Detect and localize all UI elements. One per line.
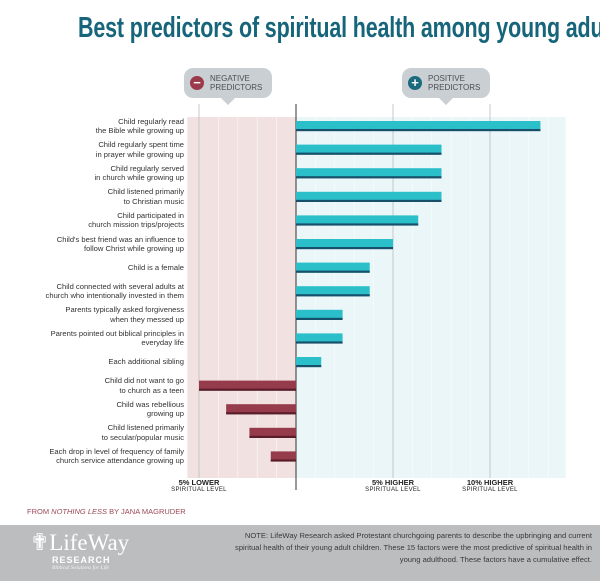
category-label: Child participated in church mission trip… [88, 211, 184, 230]
bar [226, 404, 296, 415]
bar-shadow [199, 388, 296, 391]
cross-icon: ✟ [30, 530, 50, 555]
category-label: Child listened primarily to secular/popul… [101, 423, 184, 442]
category-label: Child did not want to go to church as a t… [104, 376, 184, 395]
x-tick-label: 5% HIGHER SPIRITUAL LEVEL [353, 478, 433, 493]
bar-shadow [296, 247, 393, 250]
tick-sublabel: SPIRITUAL LEVEL [171, 487, 227, 493]
footer: ✟LifeWay RESEARCH Biblical Solutions for… [0, 525, 600, 581]
category-label: Each additional sibling [108, 357, 184, 367]
chart-title: Best predictors of spiritual health amon… [78, 12, 600, 44]
logo-name: LifeWay [49, 530, 130, 555]
bar-shadow [226, 412, 296, 415]
category-label: Child regularly spent time in prayer whil… [95, 140, 184, 159]
bar [296, 309, 343, 320]
category-label: Child regularly served in church while gr… [94, 163, 185, 183]
footer-note: NOTE: LifeWay Research asked Protestant … [235, 531, 592, 564]
tick-label: 5% LOWER [178, 478, 220, 487]
bar [296, 262, 370, 273]
source-prefix: FROM [27, 507, 52, 516]
legend-negative: − NEGATIVE PREDICTORS [184, 68, 272, 105]
bar-shadow [296, 365, 322, 368]
lifeway-logo: ✟LifeWay RESEARCH Biblical Solutions for… [30, 530, 130, 572]
category-label: Parents typically asked forgiveness when … [65, 305, 184, 324]
bar-shadow [270, 459, 296, 462]
bar-shadow [296, 341, 343, 344]
tick-sublabel: SPIRITUAL LEVEL [365, 487, 421, 493]
bar [199, 380, 296, 391]
category-label: Child regularly read the Bible while grow… [95, 116, 184, 135]
category-label: Child is a female [127, 262, 184, 272]
bar [296, 215, 419, 226]
bar [296, 144, 442, 155]
source-credit: FROM NOTHING LESS BY JANA MAGRUDER [27, 507, 186, 516]
category-label: Child's best friend was an influence to f… [56, 234, 184, 253]
logo-tagline: Biblical Solutions for Life [52, 565, 109, 571]
category-label: Child listened primarily to Christian mus… [107, 187, 184, 206]
bar-shadow [296, 223, 419, 226]
chart-plot [187, 104, 566, 490]
tick-sublabel: SPIRITUAL LEVEL [462, 487, 518, 493]
bar [296, 191, 442, 202]
source-suffix: BY JANA MAGRUDER [107, 507, 186, 516]
legend-negative-label: NEGATIVE PREDICTORS [210, 74, 263, 92]
tick-label: 10% HIGHER [466, 478, 514, 487]
plus-circle-icon: + [408, 76, 422, 90]
bar [296, 121, 541, 131]
legend-positive: + POSITIVE PREDICTORS [402, 68, 490, 105]
x-tick-label: 5% LOWER SPIRITUAL LEVEL [159, 478, 239, 493]
tick-label: 5% HIGHER [371, 478, 415, 487]
bar-shadow [296, 317, 343, 320]
bar-shadow [296, 270, 370, 273]
bar-shadow [296, 199, 442, 202]
negative-region [187, 117, 296, 478]
source-book: NOTHING LESS [51, 507, 108, 516]
bar-shadow [296, 152, 442, 155]
bar-shadow [296, 294, 370, 297]
category-label: Each drop in level of frequency of famil… [49, 447, 184, 466]
bar [296, 168, 442, 179]
bar [296, 286, 370, 297]
bar [296, 333, 343, 344]
category-label: Parents pointed out biblical principles … [50, 329, 184, 348]
bar-shadow [296, 176, 442, 179]
category-label: Child connected with several adults at ch… [45, 281, 184, 301]
bar [296, 239, 393, 249]
bar [270, 451, 296, 462]
legend-positive-label: POSITIVE PREDICTORS [428, 74, 481, 92]
logo-sub: RESEARCH [52, 555, 111, 565]
bar-shadow [296, 129, 541, 132]
bar-shadow [249, 435, 296, 438]
bar [296, 357, 322, 367]
x-tick-label: 10% HIGHER SPIRITUAL LEVEL [450, 478, 530, 493]
category-label: Child was rebellious growing up [116, 399, 184, 419]
bar [249, 427, 296, 438]
minus-circle-icon: − [190, 76, 204, 90]
